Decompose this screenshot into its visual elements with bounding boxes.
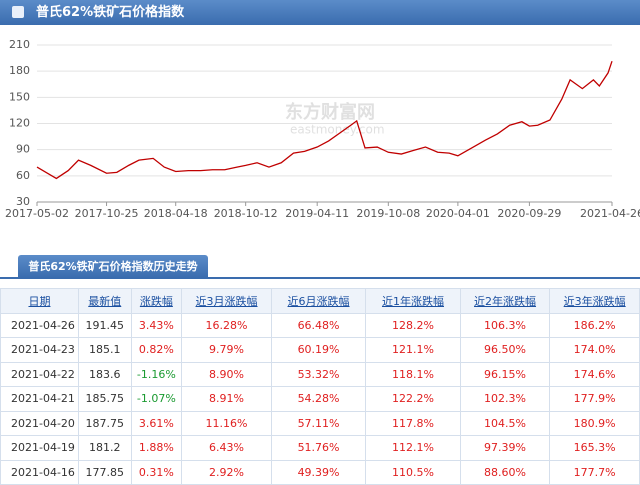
x-tick-label: 2018-10-12 [214, 207, 278, 220]
table-cell: 118.1% [365, 361, 461, 387]
table-cell: 2021-04-22 [0, 361, 79, 387]
table-cell: 174.0% [549, 337, 640, 363]
table-row: 2021-04-22 183.6 -1.16% 8.90% 53.32% 118.1% 96… [0, 361, 640, 387]
table-cell: 97.39% [459, 435, 551, 461]
column-header[interactable]: 近1年涨跌幅 [365, 288, 461, 314]
x-tick-label: 2017-10-25 [75, 207, 139, 220]
table-cell: 106.3% [459, 312, 551, 338]
table-cell: 185.1 [77, 337, 132, 363]
y-tick-label: 180 [9, 64, 30, 77]
table-cell: 122.2% [365, 386, 461, 412]
table-cell: 117.8% [365, 410, 461, 436]
table-cell: 2021-04-19 [0, 435, 79, 461]
table-cell: 60.19% [270, 337, 367, 363]
table-cell: -1.16% [130, 361, 183, 387]
table-cell: 191.45 [77, 312, 132, 338]
x-tick-label: 2020-09-29 [497, 207, 561, 220]
table-cell: 2021-04-21 [0, 386, 79, 412]
x-tick-label: 2018-04-18 [144, 207, 208, 220]
table-cell: 180.9% [549, 410, 640, 436]
table-cell: 3.43% [130, 312, 183, 338]
table-row: 2021-04-16 177.85 0.31% 2.92% 49.39% 110.5% 88… [0, 459, 640, 485]
table-cell: 121.1% [365, 337, 461, 363]
x-tick-label: 2019-04-11 [285, 207, 349, 220]
table-cell: 2021-04-23 [0, 337, 79, 363]
y-tick-label: 60 [16, 169, 30, 182]
column-header[interactable]: 近3年涨跌幅 [549, 288, 640, 314]
data-table: 日期 最新值 涨跌幅 近3月涨跌幅 近6月涨跌幅 近1年涨跌幅 近2年涨跌幅 近3年涨跌幅 20… [0, 288, 640, 485]
table-cell: 128.2% [365, 312, 461, 338]
table-cell: 51.76% [270, 435, 367, 461]
table-cell: 0.31% [130, 459, 183, 485]
y-tick-label: 90 [16, 143, 30, 156]
table-cell: 88.60% [459, 459, 551, 485]
table-cell: 0.82% [130, 337, 183, 363]
table-cell: 174.6% [549, 361, 640, 387]
column-header[interactable]: 近2年涨跌幅 [459, 288, 551, 314]
table-cell: 186.2% [549, 312, 640, 338]
table-cell: 187.75 [77, 410, 132, 436]
table-cell: 16.28% [181, 312, 272, 338]
y-tick-label: 150 [9, 90, 30, 103]
column-header[interactable]: 涨跌幅 [130, 288, 183, 314]
table-cell: 177.7% [549, 459, 640, 485]
table-row: 2021-04-26 191.45 3.43% 16.28% 66.48% 128.2% 1… [0, 312, 640, 338]
table-cell: 177.85 [77, 459, 132, 485]
table-row: 2021-04-23 185.1 0.82% 9.79% 60.19% 121.1% 96.… [0, 337, 640, 363]
table-cell: 2021-04-20 [0, 410, 79, 436]
header: 普氏62%铁矿石价格指数 [0, 0, 640, 25]
y-tick-label: 120 [9, 117, 30, 130]
column-header[interactable]: 最新值 [77, 288, 132, 314]
table-cell: 181.2 [77, 435, 132, 461]
chart: 东方财富网 eastmoney.com 30 60 90 120 150 180 210 20… [5, 38, 640, 220]
table-cell: 8.91% [181, 386, 272, 412]
watermark: 东方财富网 eastmoney.com [285, 101, 385, 137]
table-cell: -1.07% [130, 386, 183, 412]
x-tick-label: 2019-10-08 [356, 207, 420, 220]
table-cell: 2.92% [181, 459, 272, 485]
table-cell: 110.5% [365, 459, 461, 485]
table-cell: 54.28% [270, 386, 367, 412]
table-cell: 112.1% [365, 435, 461, 461]
table-cell: 177.9% [549, 386, 640, 412]
table-cell: 165.3% [549, 435, 640, 461]
tab[interactable]: 普氏62%铁矿石价格指数历史走势 [18, 255, 208, 278]
table-cell: 53.32% [270, 361, 367, 387]
table-cell: 185.75 [77, 386, 132, 412]
table-row: 2021-04-21 185.75 -1.07% 8.91% 54.28% 122.2% 1… [0, 386, 640, 412]
x-tick-label: 2017-05-02 [5, 207, 69, 220]
table-cell: 104.5% [459, 410, 551, 436]
watermark-name: 东方财富网 [285, 101, 375, 123]
table-cell: 8.90% [181, 361, 272, 387]
price-line [36, 60, 613, 180]
table-cell: 9.79% [181, 337, 272, 363]
x-tick-label: 2020-04-01 [426, 207, 490, 220]
header-title: 普氏62%铁矿石价格指数 [36, 5, 185, 20]
table-cell: 2021-04-16 [0, 459, 79, 485]
column-header[interactable]: 近3月涨跌幅 [181, 288, 272, 314]
y-tick-label: 30 [16, 195, 30, 208]
header-row: 日期 最新值 涨跌幅 近3月涨跌幅 近6月涨跌幅 近1年涨跌幅 近2年涨跌幅 近3年涨跌幅 [0, 288, 640, 314]
column-header[interactable]: 近6月涨跌幅 [270, 288, 367, 314]
table-cell: 102.3% [459, 386, 551, 412]
table-cell: 183.6 [77, 361, 132, 387]
table-cell: 1.88% [130, 435, 183, 461]
table-row: 2021-04-20 187.75 3.61% 11.16% 57.11% 117.8% 1… [0, 410, 640, 436]
table-cell: 96.50% [459, 337, 551, 363]
table-cell: 6.43% [181, 435, 272, 461]
table-cell: 2021-04-26 [0, 312, 79, 338]
table-cell: 96.15% [459, 361, 551, 387]
tab-line [0, 277, 640, 279]
table-cell: 49.39% [270, 459, 367, 485]
table-cell: 11.16% [181, 410, 272, 436]
column-header[interactable]: 日期 [0, 288, 79, 314]
table-cell: 57.11% [270, 410, 367, 436]
y-tick-label: 210 [9, 38, 30, 51]
table-cell: 66.48% [270, 312, 367, 338]
x-tick-label: 2021-04-26 [580, 207, 640, 220]
table-row: 2021-04-19 181.2 1.88% 6.43% 51.76% 112.1% 97.… [0, 435, 640, 461]
table-cell: 3.61% [130, 410, 183, 436]
